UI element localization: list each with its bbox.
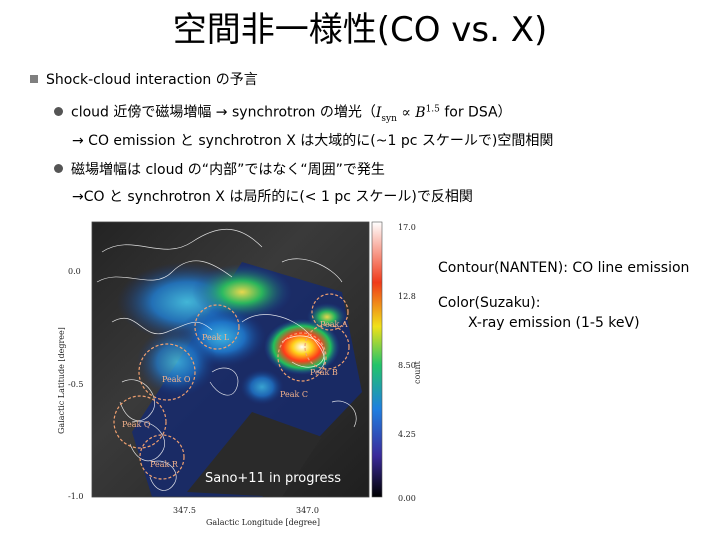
y-tick: 0.0 [68,267,81,276]
slide-title: 空間非一様性(CO vs. X) [172,10,548,50]
figure-axes: 0.0 -0.5 -1.0 347.5 347.0 Galactic Longi… [58,221,422,527]
peak-label: Peak Q [122,420,151,429]
colorbar-tick: 17.0 [398,223,416,232]
y-tick: -1.0 [68,492,83,501]
colorbar-tick: 8.50 [398,361,416,370]
y-tick: -0.5 [68,380,83,389]
contour-caption: Contour(NANTEN): CO line emission [438,260,690,276]
colorbar-tick: 0.00 [398,494,416,503]
xray-image: Peak L Peak O Peak C Peak Q Peak R Peak … [92,222,369,497]
x-axis-label: Galactic Longitude [degree] [206,518,320,527]
bullet-1-text: Shock-cloud interaction の予言 [46,72,258,88]
sub-bullet-1-continuation: → CO emission と synchrotron X は大域的に(~1 p… [72,133,554,149]
peak-label: Peak A [320,320,348,329]
peak-label: Peak R [150,460,179,469]
round-bullet-icon [54,164,63,173]
sub-bullet-2: 磁場増幅は cloud の“内部”ではなく“周囲”で発生 [54,160,385,180]
sub-bullet-2-text: 磁場増幅は cloud の“内部”ではなく“周囲”で発生 [71,162,385,178]
peak-label: Peak L [202,333,230,342]
sub-bullet-1-text: cloud 近傍で磁場増幅 → synchrotron の増光（ [71,104,376,121]
colorbar-label: count [413,360,422,384]
xray-image-render: Peak L Peak O Peak C Peak Q Peak R Peak … [96,229,362,497]
peak-label: Peak B [310,368,338,377]
colorbar-tick: 4.25 [398,430,416,439]
peak-label: Peak O [162,375,191,384]
round-bullet-icon [54,106,63,116]
sub-bullet-1-tail: for DSA） [439,104,512,121]
x-tick: 347.5 [173,506,196,515]
y-axis-label: Galactic Latitude [degree] [58,327,66,434]
colorbar [371,221,383,498]
credit-label: Sano+11 in progress [205,471,342,486]
bullet-1: Shock-cloud interaction の予言 [30,70,258,90]
sub-bullet-2-continuation: →CO と synchrotron X は局所的に(< 1 pc スケール)で反… [72,189,473,205]
sub-bullet-1: cloud 近傍で磁場増幅 → synchrotron の増光（Isyn ∝ B… [54,99,512,128]
color-caption-detail: X-ray emission (1-5 keV) [468,315,640,331]
formula: Isyn ∝ B1.5 [375,104,440,124]
colorbar-tick: 12.8 [398,292,416,301]
peak-label: Peak C [280,390,308,399]
x-tick: 347.0 [296,506,319,515]
square-bullet-icon [30,75,38,83]
color-caption: Color(Suzaku): [438,295,541,311]
